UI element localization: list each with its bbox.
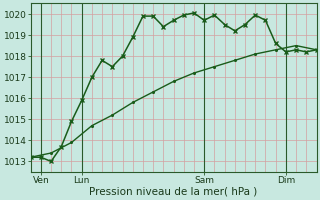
X-axis label: Pression niveau de la mer( hPa ): Pression niveau de la mer( hPa ): [90, 187, 258, 197]
